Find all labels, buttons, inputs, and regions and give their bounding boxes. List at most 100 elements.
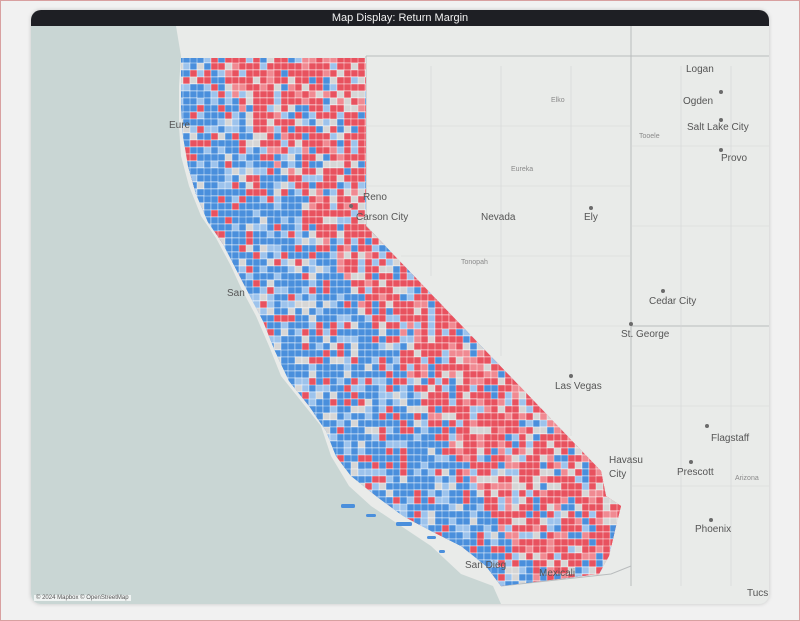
region-cell[interactable] — [434, 391, 443, 400]
region-cell[interactable] — [462, 335, 471, 344]
region-cell[interactable] — [427, 328, 436, 337]
region-cell[interactable] — [196, 181, 205, 190]
region-cell[interactable] — [441, 433, 450, 442]
region-cell[interactable] — [518, 391, 527, 400]
region-cell[interactable] — [350, 139, 359, 148]
region-cell[interactable] — [378, 454, 387, 463]
region-cell[interactable] — [504, 391, 513, 400]
region-cell[interactable] — [553, 433, 562, 442]
region-cell[interactable] — [259, 293, 268, 302]
region-cell[interactable] — [539, 559, 548, 568]
region-cell[interactable] — [357, 223, 366, 232]
region-cell[interactable] — [329, 279, 338, 288]
region-cell[interactable] — [336, 272, 345, 281]
region-cell[interactable] — [224, 230, 233, 239]
region-cell[interactable] — [266, 251, 275, 260]
region-cell[interactable] — [259, 76, 268, 85]
region-cell[interactable] — [238, 153, 247, 162]
region-cell[interactable] — [231, 153, 240, 162]
region-cell[interactable] — [343, 223, 352, 232]
region-cell[interactable] — [441, 391, 450, 400]
region-cell[interactable] — [350, 69, 359, 78]
region-cell[interactable] — [469, 503, 478, 512]
region-cell[interactable] — [455, 461, 464, 470]
region-cell[interactable] — [245, 118, 254, 127]
region-cell[interactable] — [532, 468, 541, 477]
region-cell[interactable] — [574, 489, 583, 498]
region-cell[interactable] — [364, 433, 373, 442]
region-cell[interactable] — [364, 265, 373, 274]
region-cell[interactable] — [469, 475, 478, 484]
region-cell[interactable] — [294, 181, 303, 190]
region-cell[interactable] — [224, 62, 233, 71]
region-cell[interactable] — [434, 468, 443, 477]
region-cell[interactable] — [294, 370, 303, 379]
region-cell[interactable] — [182, 132, 191, 141]
region-cell[interactable] — [350, 153, 359, 162]
region-cell[interactable] — [581, 503, 590, 512]
region-cell[interactable] — [252, 69, 261, 78]
region-cell[interactable] — [490, 496, 499, 505]
region-cell[interactable] — [364, 440, 373, 449]
region-cell[interactable] — [462, 503, 471, 512]
region-cell[interactable] — [567, 524, 576, 533]
region-cell[interactable] — [434, 524, 443, 533]
region-cell[interactable] — [231, 216, 240, 225]
region-cell[interactable] — [350, 321, 359, 330]
region-cell[interactable] — [280, 167, 289, 176]
region-cell[interactable] — [371, 335, 380, 344]
region-cell[interactable] — [280, 244, 289, 253]
region-cell[interactable] — [378, 447, 387, 456]
region-cell[interactable] — [504, 524, 513, 533]
region-cell[interactable] — [532, 545, 541, 554]
region-cell[interactable] — [441, 314, 450, 323]
region-cell[interactable] — [357, 76, 366, 85]
region-cell[interactable] — [301, 118, 310, 127]
region-cell[interactable] — [343, 132, 352, 141]
region-cell[interactable] — [182, 90, 191, 99]
region-cell[interactable] — [567, 496, 576, 505]
region-cell[interactable] — [518, 552, 527, 561]
region-cell[interactable] — [364, 356, 373, 365]
region-cell[interactable] — [413, 482, 422, 491]
region-cell[interactable] — [385, 496, 394, 505]
region-cell[interactable] — [343, 69, 352, 78]
region-cell[interactable] — [588, 496, 597, 505]
region-cell[interactable] — [245, 258, 254, 267]
region-cell[interactable] — [189, 97, 198, 106]
region-cell[interactable] — [441, 377, 450, 386]
region-cell[interactable] — [406, 328, 415, 337]
region-cell[interactable] — [224, 202, 233, 211]
region-cell[interactable] — [266, 195, 275, 204]
region-cell[interactable] — [252, 62, 261, 71]
region-cell[interactable] — [497, 440, 506, 449]
region-cell[interactable] — [273, 314, 282, 323]
region-cell[interactable] — [483, 475, 492, 484]
region-cell[interactable] — [301, 160, 310, 169]
region-cell[interactable] — [378, 342, 387, 351]
region-cell[interactable] — [224, 118, 233, 127]
region-cell[interactable] — [287, 76, 296, 85]
region-cell[interactable] — [525, 510, 534, 519]
region-cell[interactable] — [343, 153, 352, 162]
region-cell[interactable] — [574, 531, 583, 540]
region-cell[interactable] — [371, 237, 380, 246]
region-cell[interactable] — [189, 62, 198, 71]
region-cell[interactable] — [343, 391, 352, 400]
region-cell[interactable] — [259, 153, 268, 162]
region-cell[interactable] — [574, 461, 583, 470]
region-cell[interactable] — [252, 111, 261, 120]
region-cell[interactable] — [287, 132, 296, 141]
region-cell[interactable] — [399, 391, 408, 400]
region-cell[interactable] — [378, 272, 387, 281]
region-cell[interactable] — [392, 489, 401, 498]
region-cell[interactable] — [357, 167, 366, 176]
region-cell[interactable] — [539, 468, 548, 477]
region-cell[interactable] — [287, 153, 296, 162]
region-cell[interactable] — [280, 97, 289, 106]
region-cell[interactable] — [329, 216, 338, 225]
region-cell[interactable] — [308, 97, 317, 106]
region-cell[interactable] — [399, 363, 408, 372]
region-cell[interactable] — [525, 489, 534, 498]
region-cell[interactable] — [350, 272, 359, 281]
